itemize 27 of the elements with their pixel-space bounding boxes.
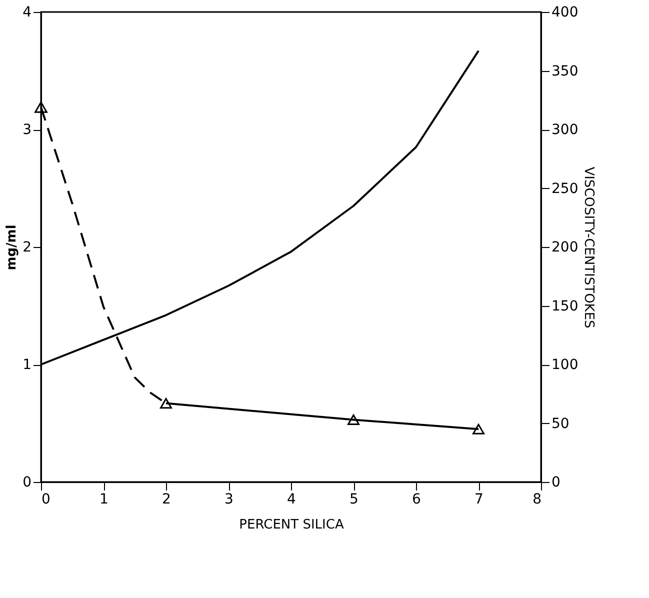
y-axis-title: mg/ml xyxy=(4,224,20,270)
x-tick-label: 6 xyxy=(412,492,422,508)
x-tick-label: 4 xyxy=(287,492,296,508)
x-tick-label: 1 xyxy=(100,492,108,508)
y2-tick-label: 50 xyxy=(552,416,570,432)
y2-tick-label: 350 xyxy=(552,63,578,80)
y2-tick-label: 150 xyxy=(552,298,578,314)
y2-tick-label: 400 xyxy=(552,4,578,20)
y2-tick-label: 0 xyxy=(552,474,560,490)
x-tick-label: 2 xyxy=(162,492,171,508)
y-tick-label: 1 xyxy=(22,357,32,373)
x-tick-label: 3 xyxy=(224,492,234,508)
x-tick-label: 5 xyxy=(350,492,358,508)
y-tick-label: 0 xyxy=(22,474,32,490)
x-tick-label: 0 xyxy=(42,492,50,508)
x-axis-title: PERCENT SILICA xyxy=(239,518,344,532)
y2-tick-label: 250 xyxy=(552,180,578,197)
y2-axis-title: VISCOSITY-CENTISTOKES xyxy=(581,166,596,328)
y2-tick-label: 100 xyxy=(552,357,578,373)
y-tick-label: 4 xyxy=(22,4,32,20)
y-tick-label: 3 xyxy=(22,122,32,138)
x-tick-label: 8 xyxy=(532,492,542,508)
y-tick-label: 2 xyxy=(22,240,32,256)
y2-tick-label: 200 xyxy=(552,240,578,256)
y2-tick-label: 300 xyxy=(552,122,578,138)
point xyxy=(34,101,48,113)
x-tick-label: 7 xyxy=(474,492,484,508)
